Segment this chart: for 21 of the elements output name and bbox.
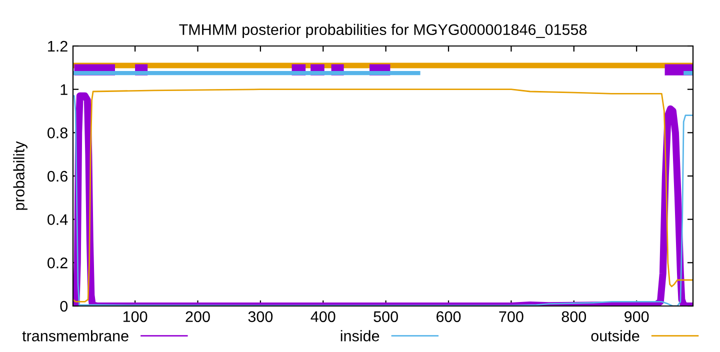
y-tick-label: 0.2	[48, 258, 68, 268]
chart-title: TMHMM posterior probabilities for MGYG000001846_01558	[179, 24, 587, 38]
x-tick-label: 500	[374, 311, 398, 322]
x-tick-label: 300	[248, 311, 273, 322]
y-axis-title: probability	[13, 141, 28, 210]
legend-label: inside	[340, 330, 380, 342]
x-tick-label: 100	[123, 311, 148, 322]
x-tick-label: 700	[499, 311, 524, 322]
y-tick-label: 1	[60, 84, 68, 95]
y-tick-label: 0.6	[48, 170, 68, 182]
y-tick-label: 1.2	[48, 40, 68, 52]
y-tick-label: 0	[60, 300, 68, 312]
x-tick-label: 600	[436, 311, 461, 322]
x-tick-label: 800	[562, 311, 586, 322]
x-tick-label: 900	[624, 311, 649, 322]
legend-label: outside	[591, 330, 640, 342]
legend-label: transmembrane	[22, 330, 128, 342]
x-tick-label: 200	[186, 311, 210, 322]
x-tick-label: 400	[310, 311, 336, 322]
y-tick-label: 0.8	[48, 128, 68, 138]
y-tick-label: 0.4	[48, 214, 68, 226]
